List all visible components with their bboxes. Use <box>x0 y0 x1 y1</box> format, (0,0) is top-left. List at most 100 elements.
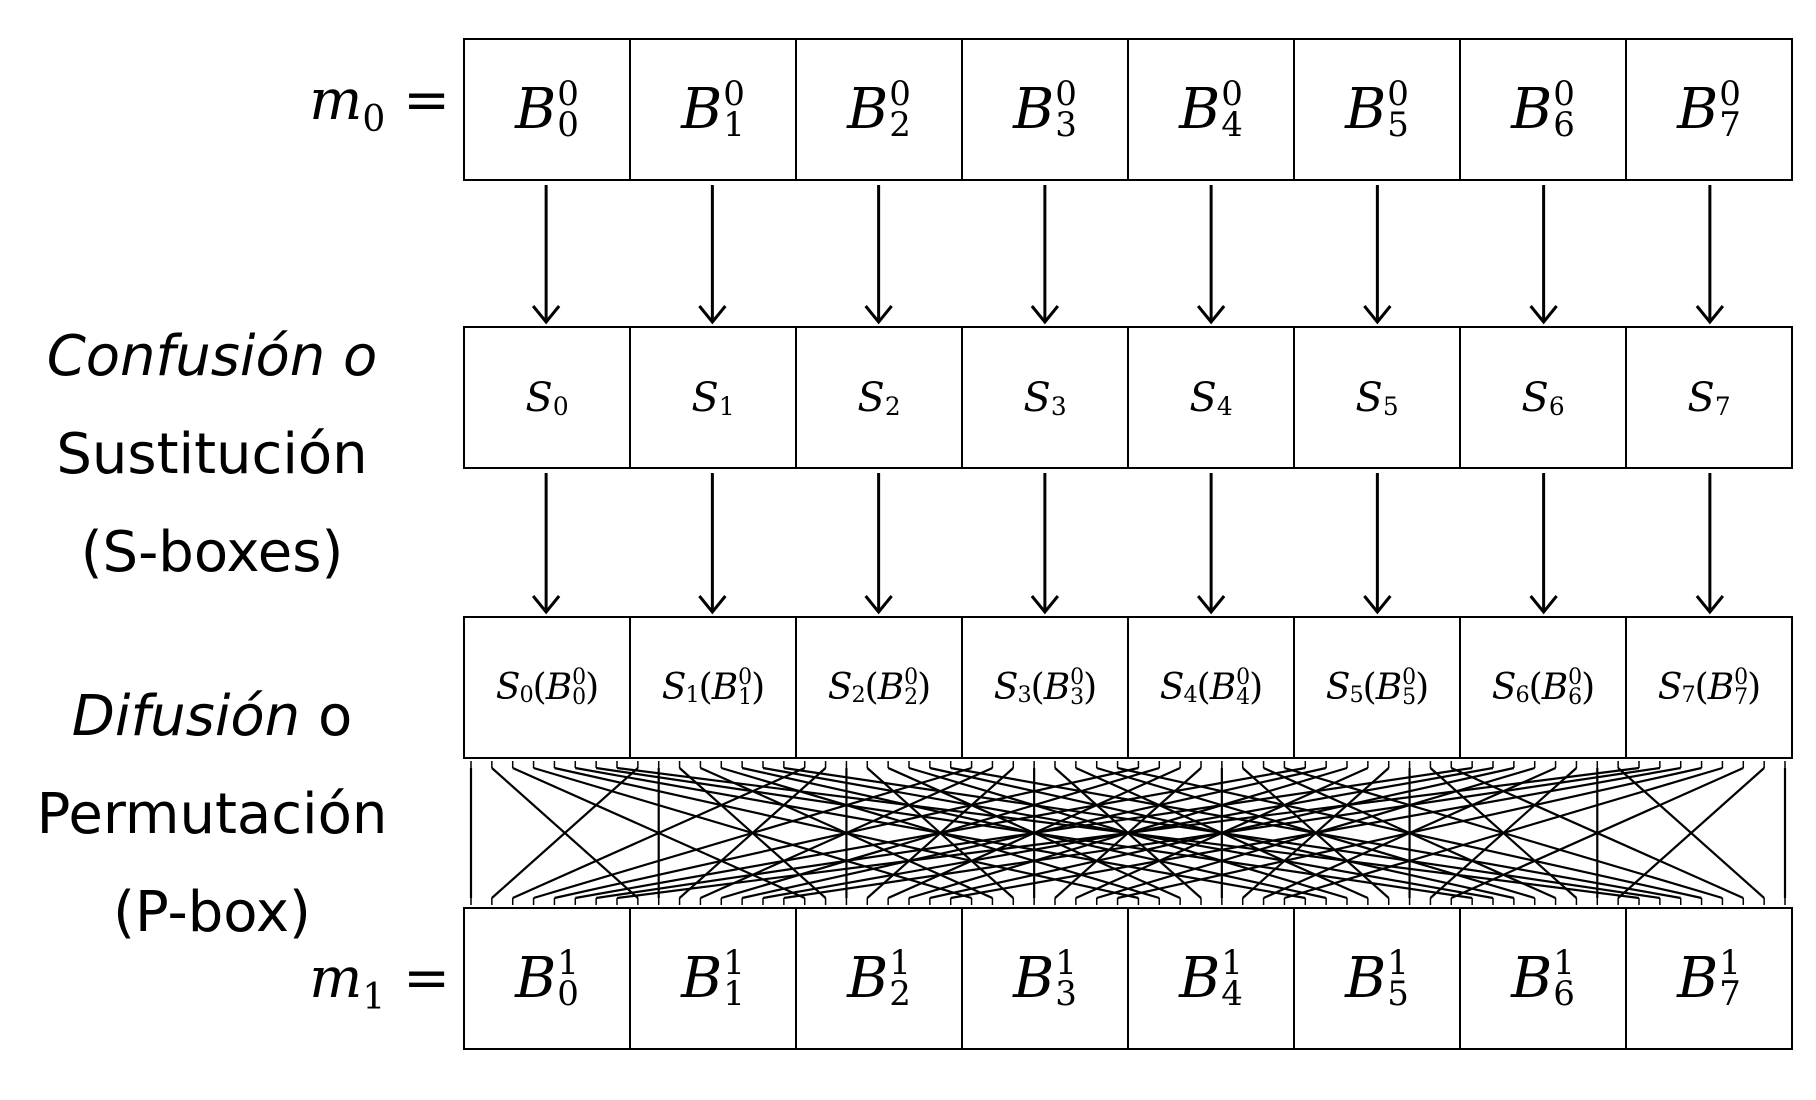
m1-equals: = <box>403 946 450 1011</box>
sbox-output-b-superscript: 0 <box>1402 664 1416 690</box>
input-block-superscript: 0 <box>1719 73 1741 114</box>
arrow-input-to-sbox-1-head <box>698 305 727 325</box>
sbox-output-b-subscript: 4 <box>1236 684 1250 710</box>
output-block-superscript: 1 <box>1055 942 1077 983</box>
sbox-output-4: S 4(B 0 4) <box>1129 618 1295 757</box>
sbox-output-b-superscript: 0 <box>1734 664 1748 690</box>
input-block-base: B <box>515 77 557 142</box>
arrow-sbox-to-output-0-head <box>531 595 561 615</box>
input-block-base: B <box>681 77 723 142</box>
input-block-subscript: 7 <box>1719 104 1741 145</box>
output-block-subscript: 3 <box>1055 973 1077 1014</box>
sbox-index: 1 <box>718 391 735 421</box>
sbox-output-5: S 5(B 0 5) <box>1295 618 1461 757</box>
diffusion-line-3: (P-box) <box>113 880 311 945</box>
sbox-output-b-superscript: 0 <box>1568 664 1582 690</box>
input-block-superscript: 0 <box>1221 73 1243 114</box>
output-block-base: B <box>847 946 889 1011</box>
open-paren: ( <box>1362 667 1377 708</box>
output-block-superscript: 1 <box>889 942 911 983</box>
pbox-wire-57 <box>783 766 1661 900</box>
output-block-base: B <box>515 946 557 1011</box>
sbox-symbol: S <box>525 374 553 421</box>
output-block-subscript: 1 <box>723 973 745 1014</box>
sbox-output-s: S <box>1657 667 1683 708</box>
pbox-wire-24 <box>533 766 972 900</box>
output-block-subscript: 7 <box>1719 973 1741 1014</box>
input-block-superscript: 0 <box>889 73 911 114</box>
close-paren: ) <box>751 667 765 708</box>
arrow-input-to-sbox-5-head <box>1363 305 1392 325</box>
sbox-symbol: S <box>1687 374 1715 421</box>
input-block-superscript: 0 <box>723 73 745 114</box>
input-block-base: B <box>1345 77 1387 142</box>
close-paren: ) <box>1747 667 1761 708</box>
open-paren: ( <box>1196 667 1211 708</box>
input-block-subscript: 0 <box>557 104 579 145</box>
input-block-base: B <box>1677 77 1719 142</box>
open-paren: ( <box>864 667 879 708</box>
sbox-output-b-subscript: 0 <box>572 684 586 710</box>
sbox-output-b: B <box>711 667 738 708</box>
pbox-wire-62 <box>1617 767 1765 899</box>
output-block-superscript: 1 <box>1387 942 1409 983</box>
sbox-index: 6 <box>1548 391 1565 421</box>
sbox-output-0: S 0(B 0 0) <box>465 618 631 757</box>
sbox-output-s: S <box>827 667 853 708</box>
output-block-subscript: 4 <box>1221 973 1243 1014</box>
sbox-index: 0 <box>552 391 569 421</box>
output-block-subscript: 0 <box>557 973 579 1014</box>
close-paren: ) <box>917 667 931 708</box>
sbox-output-s-index: 6 <box>1515 682 1529 709</box>
sbox-symbol: S <box>1189 374 1217 421</box>
output-block-superscript: 1 <box>723 942 745 983</box>
input-block-base: B <box>1013 77 1055 142</box>
input-block-base: B <box>1511 77 1553 142</box>
sbox-output-s: S <box>661 667 687 708</box>
m0-subscript: 0 <box>362 99 386 141</box>
arrow-sbox-to-output-5-head <box>1363 595 1392 615</box>
pbox-wire-58 <box>950 766 1681 900</box>
arrow-sbox-to-output-4-head <box>1196 595 1226 615</box>
m1-label: m1 = <box>290 946 450 1018</box>
pbox-wire-16 <box>512 766 806 900</box>
close-paren: ) <box>1083 667 1097 708</box>
sbox-index: 7 <box>1714 391 1731 421</box>
sbox-index: 4 <box>1216 391 1233 421</box>
sbox-output-b: B <box>1375 667 1402 708</box>
sbox-output-2: S 2(B 0 2) <box>797 618 963 757</box>
arrow-sbox-to-output-1-head <box>698 595 727 615</box>
input-block-base: B <box>847 77 889 142</box>
sbox-output-s-index: 3 <box>1017 682 1031 709</box>
pbox-wire-60 <box>1284 766 1723 900</box>
input-block-superscript: 0 <box>1553 73 1575 114</box>
pbox-wire-56 <box>616 766 1640 900</box>
